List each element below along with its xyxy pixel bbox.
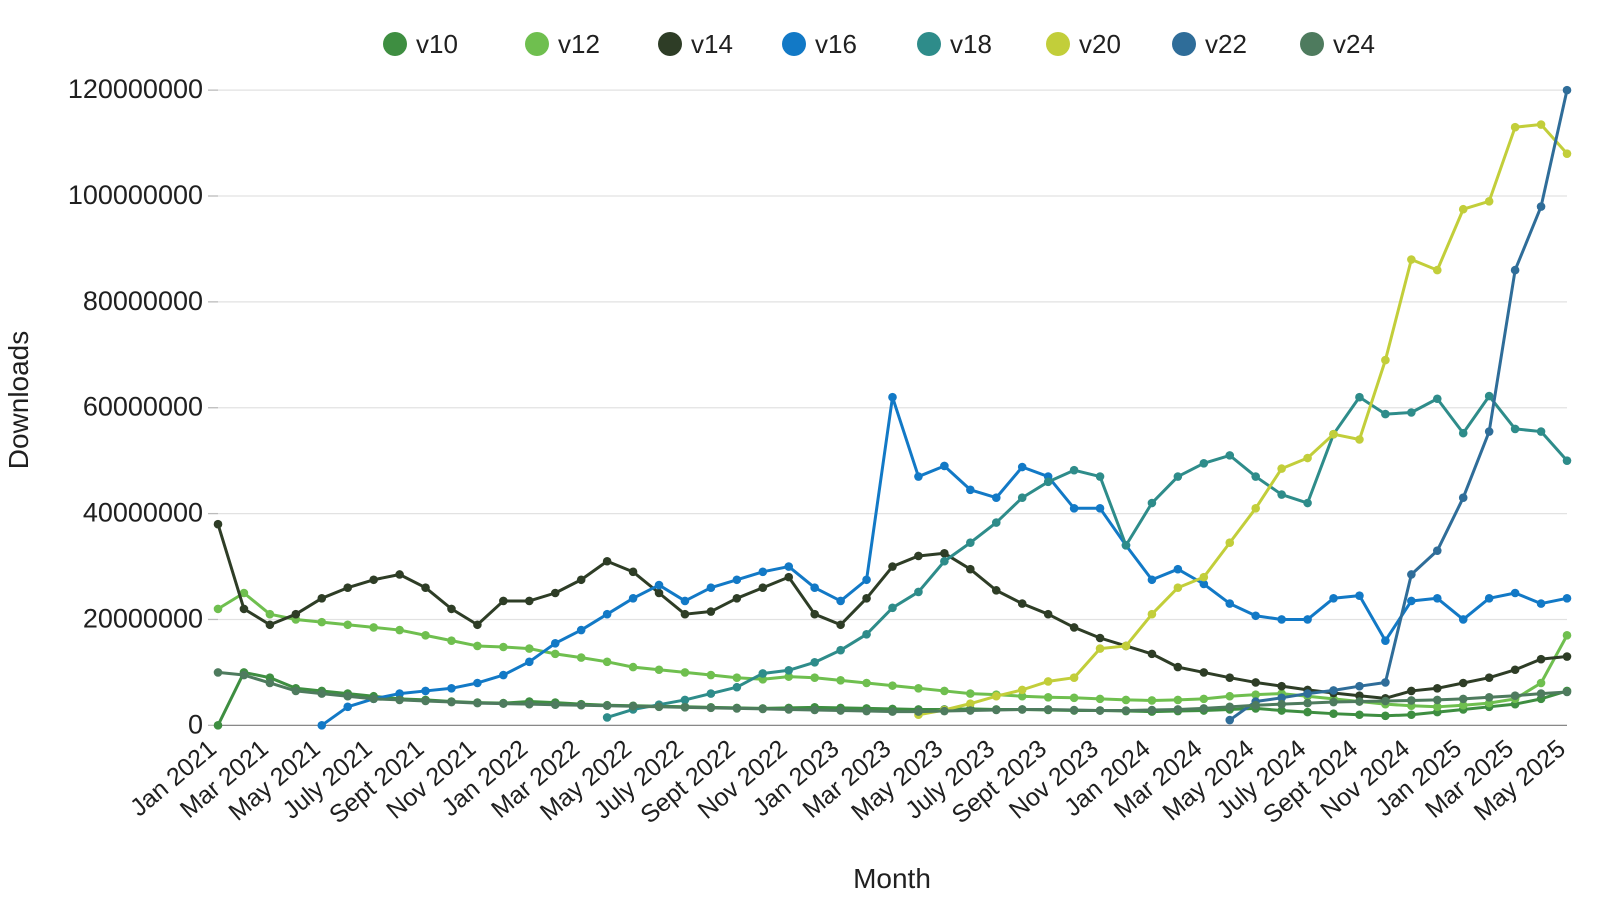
svg-text:v16: v16 — [815, 29, 857, 59]
svg-text:20000000: 20000000 — [83, 603, 203, 633]
svg-text:120000000: 120000000 — [68, 74, 203, 104]
svg-text:0: 0 — [188, 709, 203, 739]
svg-text:Downloads: Downloads — [3, 331, 34, 470]
svg-text:v12: v12 — [558, 29, 600, 59]
svg-text:v20: v20 — [1079, 29, 1121, 59]
svg-text:Month: Month — [853, 863, 931, 894]
svg-text:40000000: 40000000 — [83, 498, 203, 528]
svg-text:v22: v22 — [1205, 29, 1247, 59]
svg-text:v24: v24 — [1333, 29, 1375, 59]
svg-text:v10: v10 — [416, 29, 458, 59]
svg-text:60000000: 60000000 — [83, 392, 203, 422]
svg-text:v18: v18 — [950, 29, 992, 59]
svg-text:100000000: 100000000 — [68, 180, 203, 210]
svg-text:80000000: 80000000 — [83, 286, 203, 316]
svg-text:v14: v14 — [691, 29, 733, 59]
